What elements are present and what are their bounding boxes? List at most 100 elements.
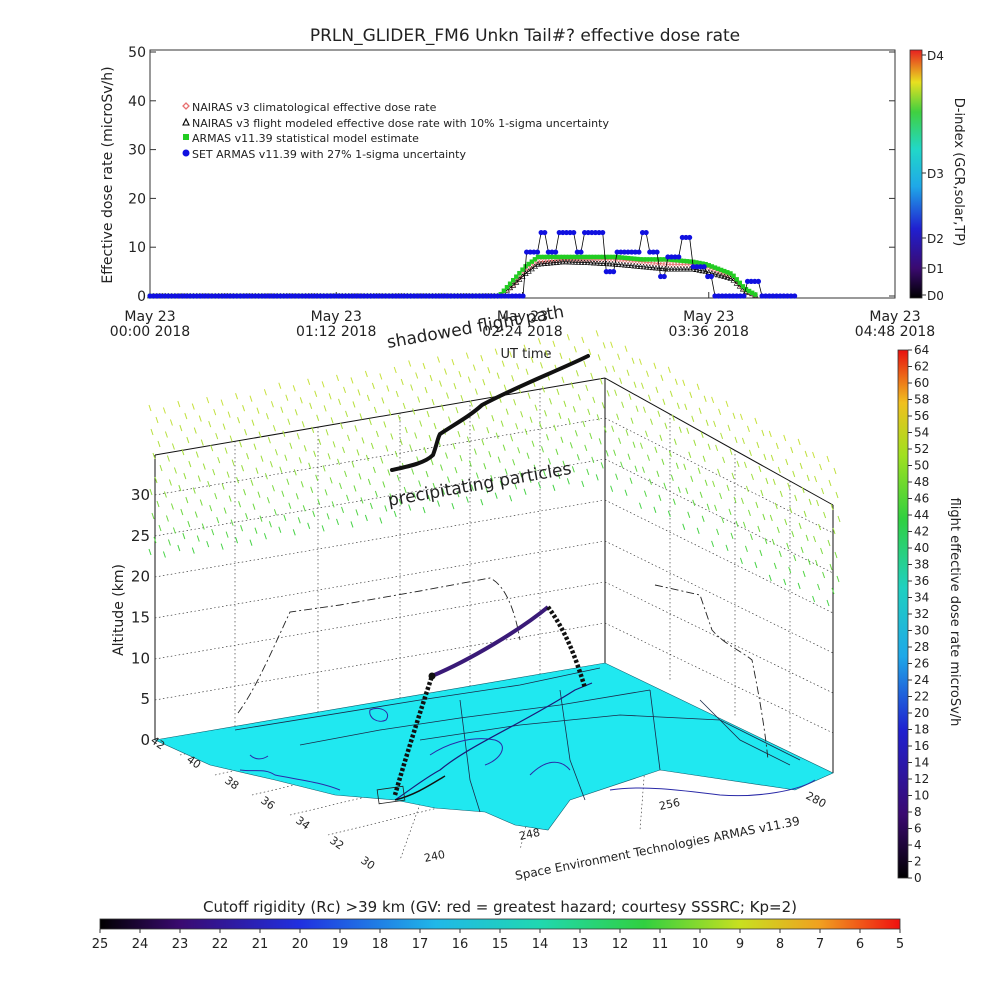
particle-mark: [457, 430, 461, 438]
particle-mark: [217, 456, 221, 464]
particle-mark: [350, 377, 354, 384]
legend-square-icon: [183, 134, 189, 140]
particle-mark: [206, 396, 210, 404]
series-point: [270, 293, 276, 299]
particle-mark: [784, 518, 788, 526]
particle-mark: [332, 441, 336, 448]
particle-mark: [321, 525, 325, 532]
series-point: [466, 293, 472, 299]
series-point: [509, 293, 515, 299]
dose-colorbar-tick-label: 54: [914, 426, 929, 440]
series-point: [607, 254, 612, 260]
particle-mark: [164, 431, 168, 438]
annotation-set-armas: Space Environment Technologies ARMAS v11…: [514, 814, 801, 883]
particle-mark: [341, 506, 345, 514]
particle-mark: [437, 356, 440, 363]
particle-mark: [516, 363, 520, 370]
particle-mark: [296, 433, 300, 440]
particle-mark: [491, 415, 495, 422]
particle-mark: [295, 493, 299, 500]
z-tick-label: 30: [131, 486, 150, 504]
series-point: [687, 259, 693, 264]
particle-mark: [626, 369, 630, 376]
series-point: [183, 293, 189, 299]
particle-mark: [523, 344, 527, 351]
particle-mark: [287, 418, 291, 425]
series-point: [612, 261, 619, 267]
dose-colorbar-tick-label: 12: [914, 772, 929, 786]
particle-mark: [172, 527, 176, 534]
particle-mark: [828, 479, 832, 487]
particle-mark: [178, 484, 182, 492]
floor-start-marker: [376, 785, 406, 805]
particle-mark: [496, 372, 500, 379]
particle-mark: [831, 587, 835, 595]
series-point: [722, 268, 727, 274]
cutoff-tick-label: 20: [292, 937, 309, 952]
particle-mark: [621, 401, 625, 408]
particle-mark: [742, 521, 746, 529]
particle-mark: [798, 522, 802, 530]
particle-mark: [534, 404, 538, 411]
particle-mark: [632, 441, 636, 448]
particle-mark: [347, 434, 351, 442]
particle-mark: [245, 513, 249, 520]
particle-mark: [156, 500, 160, 508]
particle-mark: [573, 346, 577, 353]
particle-mark: [260, 455, 264, 462]
cutoff-tick-label: 11: [652, 937, 669, 952]
particle-mark: [177, 544, 181, 552]
particle-mark: [465, 352, 469, 359]
particle-mark: [544, 410, 547, 417]
particle-mark: [725, 400, 729, 408]
series-point: [429, 293, 436, 299]
particle-mark: [773, 562, 777, 570]
particle-mark: [605, 450, 609, 457]
dindex-tick-group: D0 D1 D2 D3 D4: [922, 49, 944, 303]
series-point: [295, 293, 302, 299]
particle-mark: [597, 354, 601, 361]
particle-mark: [231, 459, 235, 466]
lon-tick-group: 240 248 256: [423, 796, 681, 865]
particle-mark: [303, 445, 307, 452]
particle-mark: [461, 478, 465, 486]
particle-mark: [210, 444, 214, 452]
particle-mark: [187, 520, 191, 528]
series-point: [371, 293, 378, 299]
dindex-colorbar: [909, 49, 923, 299]
particle-mark: [802, 570, 806, 578]
legend-triangle-icon: [182, 117, 190, 126]
particle-mark: [700, 431, 704, 438]
series-point: [252, 293, 258, 299]
particle-mark: [528, 476, 532, 483]
particle-mark: [338, 398, 342, 406]
particle-mark: [509, 351, 513, 358]
series-point: [227, 293, 233, 299]
particle-mark: [747, 509, 751, 517]
particle-mark: [510, 435, 514, 442]
particle-mark: [413, 492, 417, 499]
particle-mark: [411, 468, 415, 475]
particle-mark: [263, 533, 267, 540]
series-point: [601, 254, 606, 260]
particle-mark: [258, 431, 262, 438]
particle-mark: [388, 409, 392, 416]
series-point: [668, 266, 675, 272]
top-x-tick-label-date: May 23: [311, 309, 362, 325]
particle-mark: [634, 465, 638, 472]
particle-mark: [171, 443, 175, 450]
top-x-tick-label-time: 00:00 2018: [110, 324, 190, 340]
particle-mark: [655, 386, 659, 393]
particle-mark: [711, 396, 715, 404]
series-point: [266, 293, 273, 299]
particle-mark: [307, 378, 311, 385]
particle-mark: [503, 384, 507, 391]
series-point: [350, 293, 356, 299]
particle-mark: [272, 425, 276, 432]
series-point: [604, 254, 609, 260]
series-point: [730, 293, 736, 299]
series-point: [562, 258, 569, 265]
series-point: [353, 293, 360, 299]
particle-mark: [408, 504, 412, 511]
series-point: [755, 278, 762, 284]
